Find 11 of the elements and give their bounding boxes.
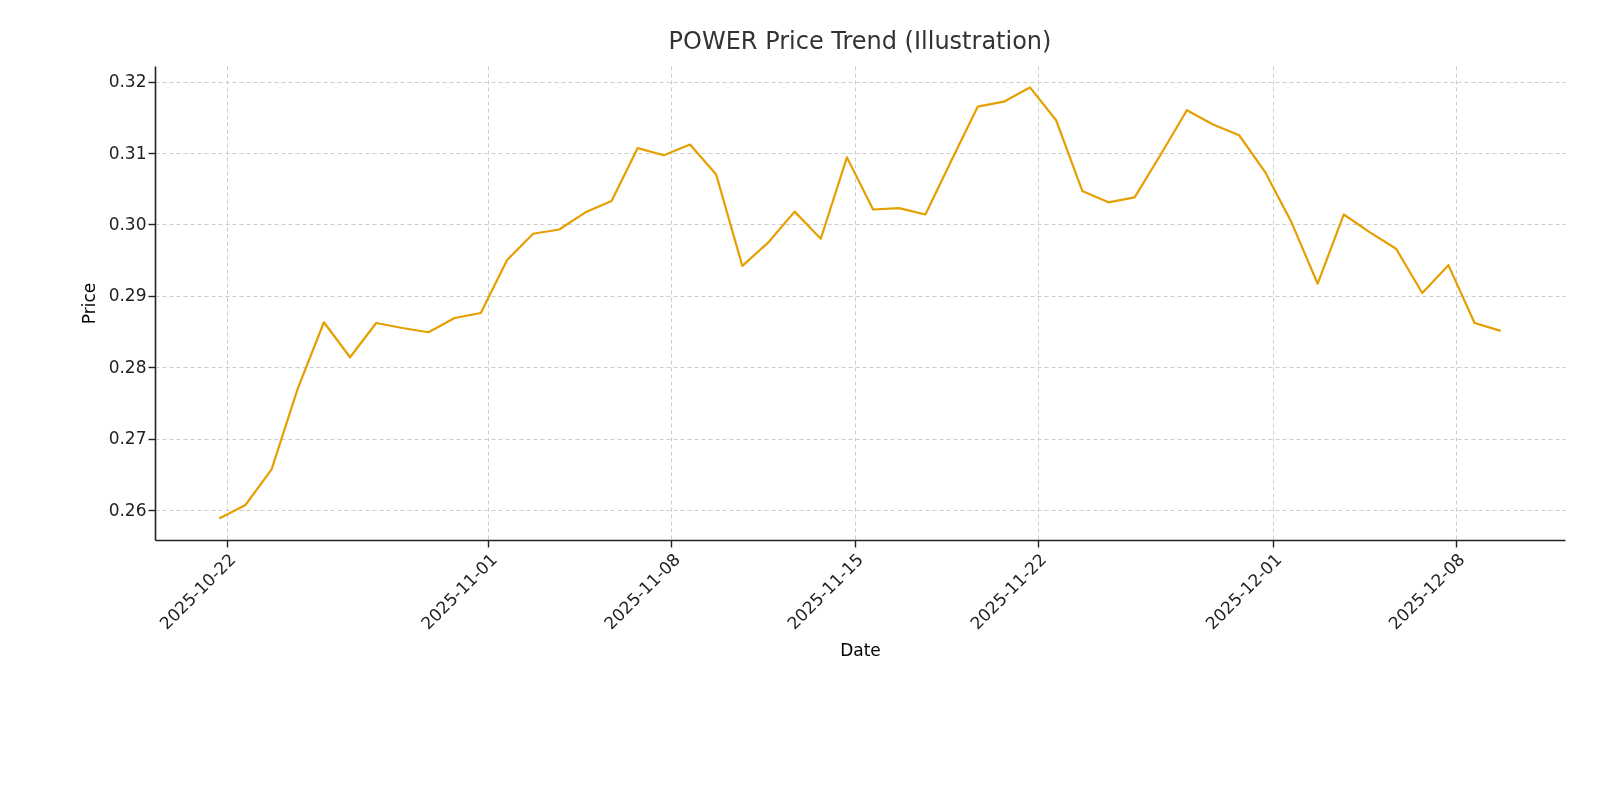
line-series bbox=[218, 86, 1502, 520]
y-tick-label: 0.27 bbox=[108, 428, 147, 449]
y-tick-label: 0.31 bbox=[108, 142, 147, 163]
y-tick-label: 0.26 bbox=[108, 499, 147, 520]
chart-title: POWER Price Trend (Illustration) bbox=[668, 27, 1052, 55]
y-tick-label: 0.28 bbox=[108, 356, 147, 377]
y-axis-title: Price bbox=[78, 282, 99, 325]
y-tick-label: 0.30 bbox=[108, 213, 147, 234]
y-tick-label: 0.32 bbox=[108, 71, 147, 92]
x-axis-title: Date bbox=[840, 639, 881, 660]
y-tick-label: 0.29 bbox=[108, 285, 147, 306]
